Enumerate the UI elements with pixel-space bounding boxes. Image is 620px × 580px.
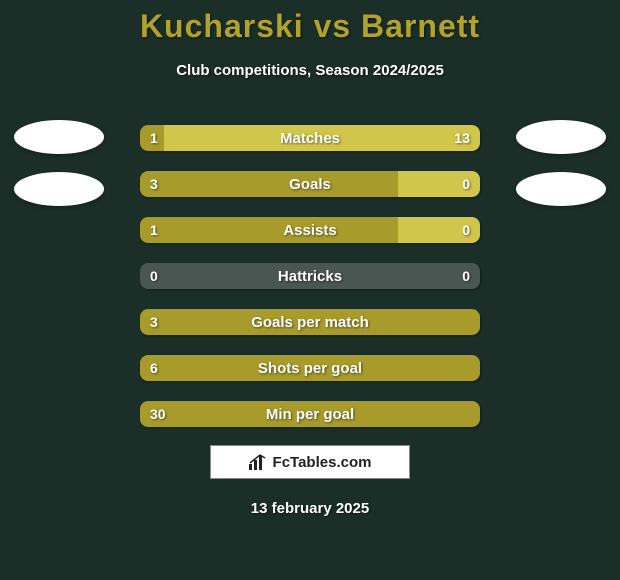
- stat-row: 00Hattricks: [140, 263, 480, 289]
- stat-label: Shots per goal: [140, 355, 480, 381]
- stat-row: 30Goals: [140, 171, 480, 197]
- stat-label: Hattricks: [140, 263, 480, 289]
- stat-label: Goals: [140, 171, 480, 197]
- stat-row: 10Assists: [140, 217, 480, 243]
- comparison-infographic: Kucharski vs Barnett Club competitions, …: [0, 0, 620, 580]
- player-badge-right-1: [516, 120, 606, 154]
- chart-icon: [249, 454, 267, 470]
- date: 13 february 2025: [0, 500, 620, 517]
- stat-label: Goals per match: [140, 309, 480, 335]
- subtitle: Club competitions, Season 2024/2025: [0, 62, 620, 79]
- player-badge-left-1: [14, 120, 104, 154]
- stat-row: 30Min per goal: [140, 401, 480, 427]
- title: Kucharski vs Barnett: [0, 8, 620, 45]
- stat-rows: 113Matches 30Goals 10Assists 00Hattricks 3Go…: [140, 125, 480, 447]
- stat-label: Min per goal: [140, 401, 480, 427]
- branding-text: FcTables.com: [273, 454, 372, 471]
- player-badge-right-2: [516, 172, 606, 206]
- stat-row: 3Goals per match: [140, 309, 480, 335]
- stat-row: 6Shots per goal: [140, 355, 480, 381]
- stat-label: Matches: [140, 125, 480, 151]
- stat-row: 113Matches: [140, 125, 480, 151]
- branding-box: FcTables.com: [210, 445, 410, 479]
- stat-label: Assists: [140, 217, 480, 243]
- player-badge-left-2: [14, 172, 104, 206]
